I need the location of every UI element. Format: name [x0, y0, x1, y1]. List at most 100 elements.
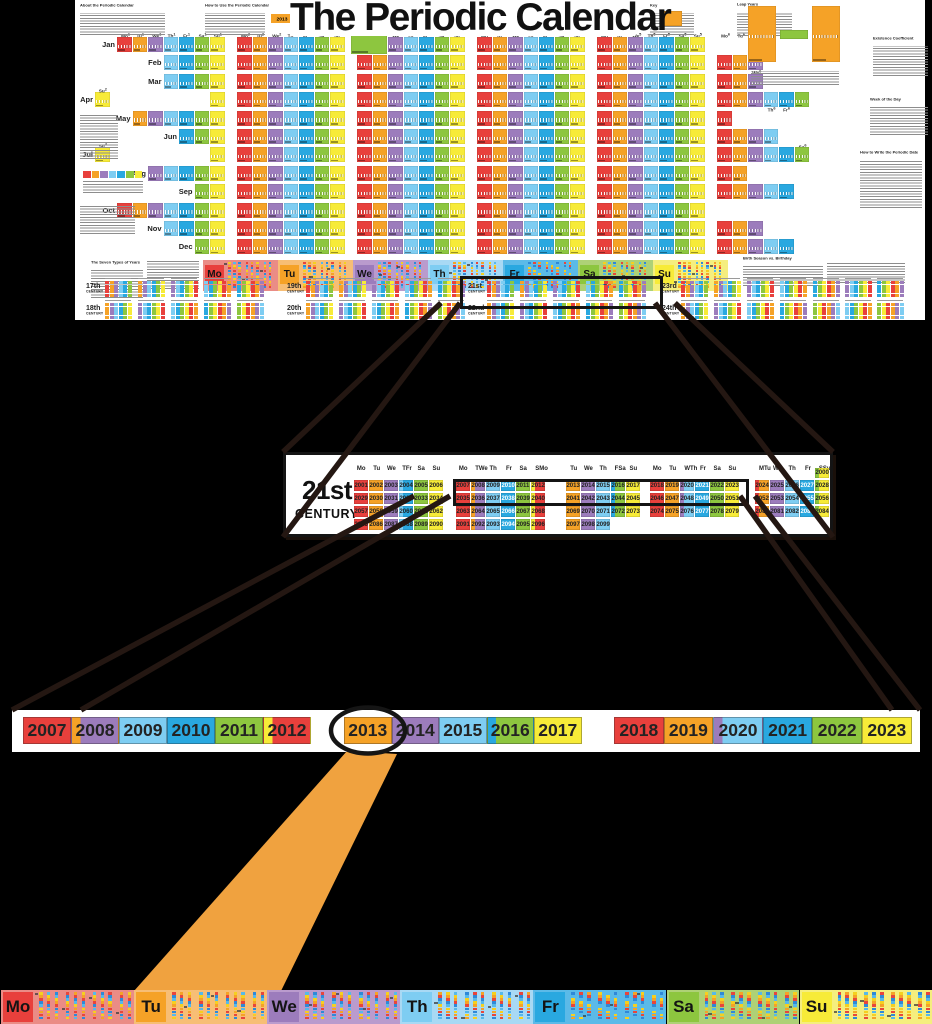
pattern-bar	[366, 1016, 371, 1020]
weekday-label-sa: Sa	[668, 992, 699, 1022]
century-mini-cell	[414, 315, 419, 319]
pattern-bar	[625, 995, 629, 998]
panel-year-cell: 2075	[665, 506, 679, 517]
century-mini-cell	[637, 289, 642, 293]
century-mini-cell	[324, 307, 329, 311]
pattern-bar	[683, 264, 686, 267]
century-mini-cell	[175, 303, 180, 307]
panel-year-cell: 2090	[429, 519, 443, 530]
pattern-bar	[720, 1016, 724, 1020]
pattern-bar	[453, 272, 456, 275]
century-mini-cell	[390, 285, 395, 289]
century-mini-cell	[171, 303, 175, 307]
pattern-bar	[528, 262, 531, 265]
panel-year-cell: 2061	[414, 506, 428, 517]
month-cell	[194, 239, 210, 255]
century-mini-cell	[123, 311, 128, 315]
pattern-bar	[625, 267, 629, 270]
pattern-bar	[785, 1001, 789, 1004]
pattern-bar	[659, 1016, 664, 1020]
pattern-bar	[388, 267, 391, 270]
pattern-bar	[320, 1004, 325, 1007]
century-mini-cell	[681, 281, 685, 285]
century-mini-cell	[260, 303, 264, 307]
month-cell	[372, 221, 388, 236]
pattern-bar	[499, 995, 504, 998]
pattern-bar	[260, 1016, 265, 1020]
century-mini-cell	[727, 289, 732, 293]
month-cell	[643, 239, 659, 255]
pattern-bar	[586, 1004, 591, 1007]
pattern-bar	[320, 1010, 325, 1014]
pattern-bar	[526, 1013, 531, 1017]
pattern-bar	[256, 283, 259, 286]
pattern-bar	[241, 995, 246, 998]
pattern-bar	[603, 262, 606, 265]
month-cell	[283, 92, 299, 108]
day-header: Sa6	[799, 143, 807, 150]
month-cell	[237, 129, 252, 144]
century-mini-cell	[438, 285, 442, 289]
month-cell	[674, 37, 690, 52]
month-cell	[659, 221, 674, 236]
pattern-bar	[606, 992, 610, 995]
panel-year-cell: 2062	[429, 506, 443, 517]
century-mini-cell	[319, 303, 324, 307]
month-cell	[554, 202, 570, 218]
century-mini-cell	[632, 293, 637, 297]
pattern-bar	[872, 1013, 876, 1017]
pattern-bar	[720, 998, 724, 1001]
pattern-bar	[704, 1007, 709, 1010]
month-cell	[210, 73, 225, 89]
pattern-bar	[339, 998, 344, 1001]
pattern-bar	[475, 280, 479, 283]
text-block-heading: The Seven Types of Years	[91, 260, 140, 265]
century-mini-cell	[227, 285, 231, 289]
century-mini-cell	[881, 289, 886, 293]
month-label: Apr	[80, 95, 93, 105]
pattern-bar	[891, 1004, 895, 1007]
pattern-bar	[837, 1007, 842, 1010]
century-mini-cell	[756, 293, 761, 297]
century-mini-cell	[751, 281, 756, 285]
century-mini-cell	[881, 311, 886, 315]
month-cell	[299, 147, 314, 163]
pattern-bar	[899, 992, 903, 995]
pattern-bar	[320, 267, 324, 270]
month-cell	[597, 202, 612, 218]
century-mini-cell	[836, 307, 840, 311]
pattern-bar	[187, 1016, 192, 1020]
pattern-bar	[538, 262, 541, 265]
century-mini-cell	[385, 281, 390, 285]
century-mini-cell	[595, 311, 600, 315]
century-mini-cell	[623, 289, 628, 293]
panel-year-cell: 2097	[566, 519, 580, 530]
text-block-heading: Existence Coefficient	[873, 36, 914, 41]
century-mini-cell	[714, 285, 718, 289]
century-mini-cell	[747, 293, 751, 297]
century-mini-cell	[357, 311, 362, 315]
pattern-bar	[864, 995, 869, 998]
century-mini-cell	[381, 311, 386, 315]
century-mini-cell	[156, 285, 161, 289]
century-mini-cell	[524, 293, 529, 297]
pattern-bar	[659, 1004, 664, 1007]
pattern-bar	[331, 272, 334, 275]
month-cell	[434, 239, 450, 255]
month-cell	[314, 221, 330, 236]
century-mini-cell	[409, 293, 414, 297]
pattern-bar	[731, 992, 735, 995]
century-mini-cell	[553, 289, 557, 293]
month-cell	[732, 92, 748, 108]
pattern-bar	[631, 280, 634, 283]
month-cell	[492, 147, 508, 163]
pattern-bar	[481, 280, 484, 283]
pattern-bar	[198, 995, 203, 998]
month-cell	[357, 55, 372, 71]
century-mini-cell	[395, 289, 399, 293]
century-mini-cell	[255, 293, 260, 297]
century-mini-cell	[637, 293, 642, 297]
century-mini-cell	[900, 311, 904, 315]
century-mini-cell	[171, 315, 175, 319]
pattern-bar	[308, 264, 311, 267]
